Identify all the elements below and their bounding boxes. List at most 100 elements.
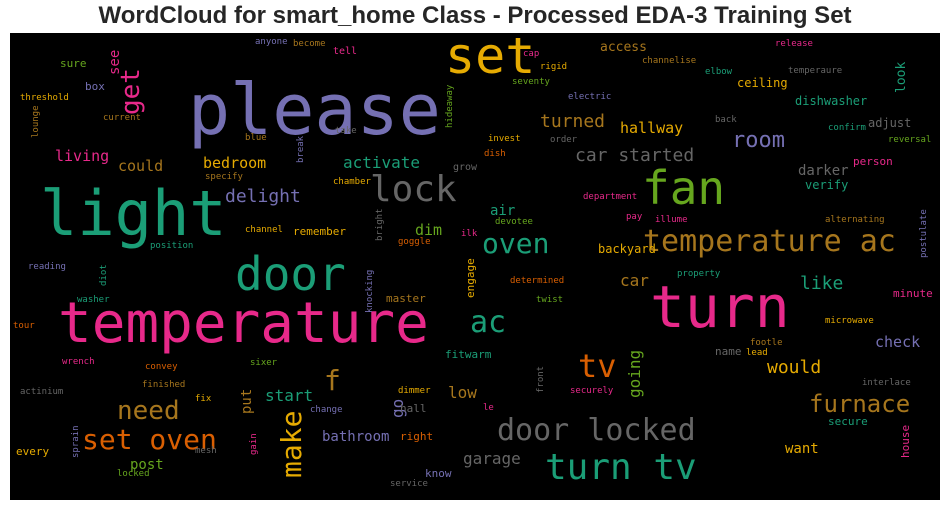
word-adjust: adjust xyxy=(868,116,912,130)
word-back: back xyxy=(715,115,737,125)
word-turned: turned xyxy=(540,111,606,132)
word-like: like xyxy=(800,273,844,294)
word-diot: diot xyxy=(99,264,109,286)
word-furnace: furnace xyxy=(809,390,911,418)
word-securely: securely xyxy=(570,386,614,396)
word-microwave: microwave xyxy=(825,316,874,326)
word-light: light xyxy=(40,177,227,250)
word-name: name xyxy=(715,345,742,358)
word-channelise: channelise xyxy=(642,56,697,66)
word-backyard: backyard xyxy=(598,242,656,256)
word-mesh: mesh xyxy=(195,446,217,456)
word-know: know xyxy=(425,467,452,480)
word-sure: sure xyxy=(60,57,87,70)
word-wrench: wrench xyxy=(62,357,95,367)
word-hall: hall xyxy=(400,402,427,415)
word-hallway: hallway xyxy=(620,119,684,137)
word-turn: turn xyxy=(650,273,790,341)
word-put: put xyxy=(239,388,255,414)
word-house: house xyxy=(899,424,912,458)
word-person: person xyxy=(853,155,893,168)
word-dish: dish xyxy=(484,149,506,159)
word-change: change xyxy=(310,405,343,415)
word-temperature-ac: temperature ac xyxy=(643,224,896,259)
word-darker: darker xyxy=(798,163,849,179)
word-confirm: confirm xyxy=(828,123,866,133)
word-locked: locked xyxy=(117,469,150,479)
word-tv: tv xyxy=(578,347,617,385)
word-door-locked: door locked xyxy=(497,413,696,448)
word-room: room xyxy=(732,128,785,153)
word-anyone: anyone xyxy=(255,37,288,47)
word-start: start xyxy=(265,386,314,405)
word-every: every xyxy=(16,445,50,458)
word-want: want xyxy=(785,441,819,457)
word-living: living xyxy=(55,147,110,165)
word-fan: fan xyxy=(642,161,726,215)
word-car-started: car started xyxy=(575,145,695,166)
word-chamber: chamber xyxy=(333,177,371,187)
word-activate: activate xyxy=(343,153,421,172)
word-take: take xyxy=(335,126,357,136)
word-become: become xyxy=(293,39,326,49)
word-lounge: lounge xyxy=(31,105,41,138)
word-convey: convey xyxy=(145,362,178,372)
word-garage: garage xyxy=(463,449,521,468)
word-see: see xyxy=(107,49,123,75)
word-position: position xyxy=(150,241,194,251)
word-elbow: elbow xyxy=(705,67,733,77)
word-lead: lead xyxy=(746,348,768,358)
word-set: set xyxy=(445,33,536,85)
word-ceiling: ceiling xyxy=(737,76,788,90)
word-grow: grow xyxy=(453,162,478,173)
word-service: service xyxy=(390,479,428,489)
word-please: please xyxy=(188,69,441,151)
word-actinium: actinium xyxy=(20,387,64,397)
word-need: need xyxy=(117,396,180,426)
word-remember: remember xyxy=(293,225,346,238)
word-tour: tour xyxy=(13,321,35,331)
word-twist: twist xyxy=(536,295,564,305)
word-fix: fix xyxy=(195,394,212,404)
word-bathroom: bathroom xyxy=(322,429,390,445)
word-pay: pay xyxy=(626,212,643,222)
word-interlace: interlace xyxy=(862,378,911,388)
word-invest: invest xyxy=(488,134,521,144)
word-access: access xyxy=(600,40,647,55)
word-goggle: goggle xyxy=(398,237,431,247)
word-dim: dim xyxy=(415,221,443,239)
word-postulate: postulate xyxy=(919,209,929,258)
word-box: box xyxy=(85,80,105,93)
word-going: going xyxy=(625,349,644,398)
word-cap: cap xyxy=(523,49,540,59)
word-sixer: sixer xyxy=(250,358,278,368)
word-master: master xyxy=(386,292,426,305)
word-air: air xyxy=(490,203,516,219)
word-rigid: rigid xyxy=(540,62,568,72)
word-post: post xyxy=(130,457,164,473)
word-dishwasher: dishwasher xyxy=(795,94,868,108)
word-lock: lock xyxy=(370,169,457,210)
word-secure: secure xyxy=(828,415,868,428)
word-fitwarm: fitwarm xyxy=(445,348,492,361)
word-footle: footle xyxy=(750,338,783,348)
word-check: check xyxy=(875,333,921,351)
word-get: get xyxy=(116,68,146,115)
word-devotee: devotee xyxy=(495,217,533,227)
word-minute: minute xyxy=(893,287,933,300)
word-determined: determined xyxy=(510,276,565,286)
word-finished: finished xyxy=(142,380,186,390)
word-electric: electric xyxy=(568,92,612,102)
word-look: look xyxy=(894,61,909,93)
word-ilk: ilk xyxy=(461,229,478,239)
word-reversal: reversal xyxy=(888,135,932,145)
word-threshold: threshold xyxy=(20,93,69,103)
word-washer: washer xyxy=(77,295,110,305)
word-could: could xyxy=(118,157,164,175)
word-illume: illume xyxy=(655,215,688,225)
word-door: door xyxy=(235,247,346,301)
word-specify: specify xyxy=(205,172,243,182)
word-turn-tv: turn tv xyxy=(545,447,697,488)
word-break: break xyxy=(296,135,306,163)
word-bright: bright xyxy=(375,208,385,241)
